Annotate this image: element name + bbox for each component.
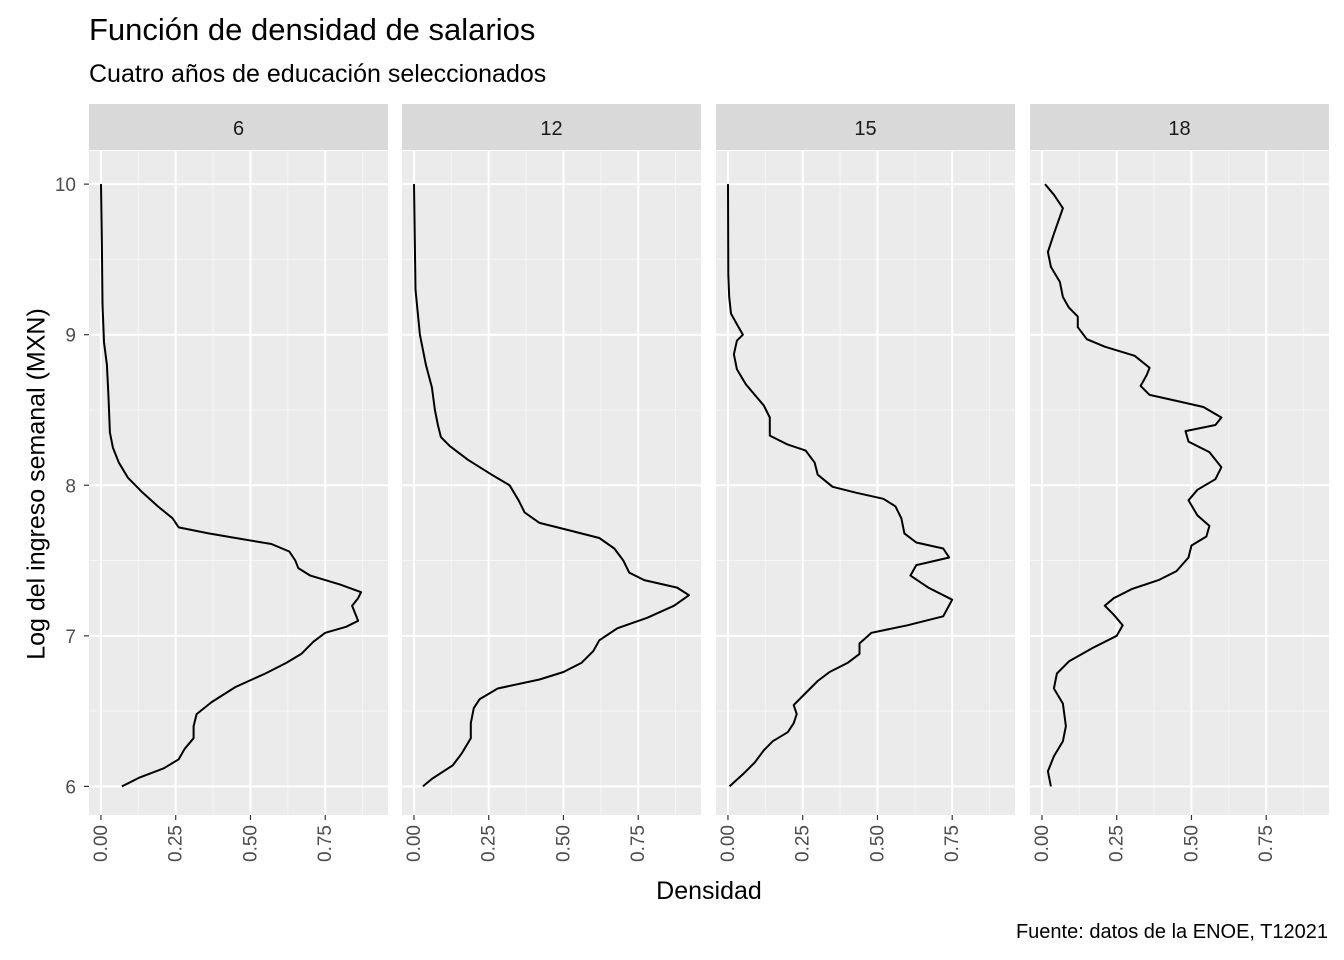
x-axis-label: Densidad (656, 877, 762, 905)
x-tick-label: 0.00 (1032, 825, 1053, 862)
chart-caption: Fuente: datos de la ENOE, T12021 (1015, 921, 1328, 943)
density-line-18 (1044, 183, 1223, 787)
x-tick-label: 0.75 (628, 825, 649, 862)
density-line-6 (100, 184, 363, 788)
chart-subtitle: Cuatro años de educación seleccionados (89, 60, 547, 88)
x-tick-label: 0.50 (867, 825, 888, 862)
density-line-15 (727, 184, 954, 788)
y-tick-label: 9 (65, 326, 76, 347)
y-tick-label: 8 (65, 476, 76, 497)
facet-strip-label: 12 (540, 118, 562, 140)
x-tick-label: 0.50 (1181, 825, 1202, 862)
chart-title: Función de densidad de salarios (89, 12, 536, 47)
x-tick-label: 0.00 (404, 825, 425, 862)
x-tick-label: 0.75 (315, 825, 336, 862)
facet-strip (89, 104, 388, 150)
y-tick-label: 7 (65, 627, 76, 648)
density-line-12 (413, 184, 690, 788)
y-tick-label: 6 (65, 777, 76, 798)
facet-strip (716, 104, 1015, 150)
facet-strip-label: 15 (854, 118, 876, 140)
x-tick-label: 0.75 (942, 825, 963, 862)
y-tick-label: 10 (55, 175, 76, 196)
facet-strip-label: 18 (1168, 118, 1190, 140)
facet-strip (402, 104, 701, 150)
x-tick-label: 0.25 (1107, 825, 1128, 862)
panel-background (716, 151, 1015, 815)
x-tick-label: 0.25 (793, 825, 814, 862)
x-tick-label: 0.25 (479, 825, 500, 862)
panel-background (1030, 151, 1329, 815)
x-tick-label: 0.50 (553, 825, 574, 862)
x-tick-label: 0.50 (240, 825, 261, 862)
facet-strip-label: 6 (233, 118, 244, 140)
x-tick-label: 0.00 (91, 825, 112, 862)
x-tick-label: 0.25 (166, 825, 187, 862)
x-tick-label: 0.00 (718, 825, 739, 862)
panel-background (402, 151, 701, 815)
facet-strip (1030, 104, 1329, 150)
x-tick-label: 0.75 (1256, 825, 1277, 862)
